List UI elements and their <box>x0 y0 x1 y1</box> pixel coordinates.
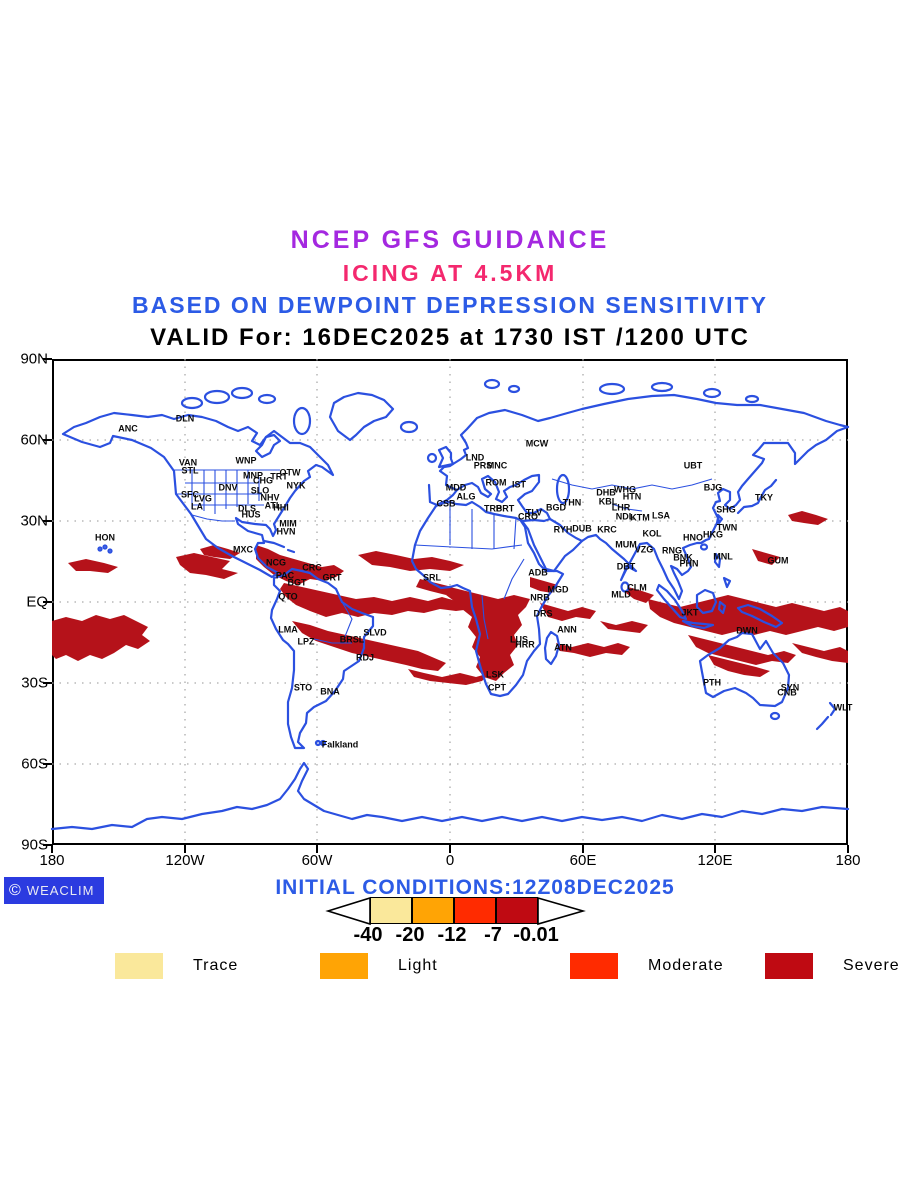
lon-tick-mark <box>847 845 849 853</box>
colorbar-tick-label: -0.01 <box>513 924 559 946</box>
legend-item-light: Light <box>320 953 438 979</box>
lat-tick-mark <box>43 439 52 441</box>
lat-tick-mark <box>43 358 52 360</box>
lat-tick-mark <box>43 682 52 684</box>
lon-tick-label: 120E <box>697 852 733 869</box>
legend-item-moderate: Moderate <box>570 953 724 979</box>
lon-tick-label: 180 <box>835 852 861 869</box>
legend-label: Moderate <box>648 957 724 974</box>
legend-swatch <box>570 953 618 979</box>
lat-tick-label: 60N <box>20 431 48 449</box>
lon-tick-label: 120W <box>165 852 205 869</box>
lat-tick-label: 90S <box>21 836 48 854</box>
icing-regions <box>52 511 848 685</box>
legend-swatch <box>115 953 163 979</box>
colorbar-tick-label: -7 <box>484 924 502 946</box>
lat-tick-mark <box>43 601 52 603</box>
valid-time-title: VALID For: 16DEC2025 at 1730 IST /1200 U… <box>150 324 750 351</box>
legend-item-trace: Trace <box>115 953 238 979</box>
lat-tick-mark <box>43 844 52 846</box>
lat-tick-label: 90N <box>20 350 48 368</box>
lon-tick-label: 180 <box>39 852 65 869</box>
colorbar-tick-label: -20 <box>395 924 425 946</box>
coastlines <box>50 378 850 831</box>
lon-tick-label: 0 <box>445 852 455 869</box>
colorbar-cell-light <box>412 897 454 924</box>
legend-label: Severe <box>843 957 900 974</box>
legend-label: Light <box>398 957 438 974</box>
page-title: NCEP GFS GUIDANCE <box>290 226 610 254</box>
colorbar-tick-label: -12 <box>437 924 467 946</box>
borders <box>174 469 713 644</box>
lon-tick-mark <box>714 845 716 853</box>
lat-tick-mark <box>43 763 52 765</box>
colorbar-tick-label: -40 <box>353 924 383 946</box>
lat-tick-mark <box>43 520 52 522</box>
lat-tick-label: 60S <box>21 755 48 773</box>
lon-tick-label: 60E <box>569 852 597 869</box>
weaclim-logo: © WEACLIM <box>4 877 104 904</box>
colorbar-cell-severe <box>496 897 538 924</box>
legend-swatch <box>320 953 368 979</box>
lon-tick-mark <box>316 845 318 853</box>
colorbar-cell-moderate <box>454 897 496 924</box>
field-title: ICING AT 4.5KM <box>342 260 558 286</box>
lon-tick-mark <box>449 845 451 853</box>
lon-tick-mark <box>184 845 186 853</box>
lat-tick-label: 30N <box>20 512 48 530</box>
initial-conditions-text: INITIAL CONDITIONS:12Z08DEC2025 <box>275 876 675 899</box>
legend-swatch <box>765 953 813 979</box>
lon-tick-label: 60W <box>301 852 333 869</box>
copyright-icon: © <box>9 881 21 899</box>
legend-label: Trace <box>193 957 239 974</box>
logo-text: WEACLIM <box>26 883 95 898</box>
lat-tick-label: EQ <box>26 593 48 611</box>
method-title: BASED ON DEWPOINT DEPRESSION SENSITIVITY <box>132 292 768 318</box>
legend-item-severe: Severe <box>765 953 900 979</box>
lon-tick-mark <box>51 845 53 853</box>
lat-tick-label: 30S <box>21 674 48 692</box>
lon-tick-mark <box>582 845 584 853</box>
colorbar-cell-trace <box>370 897 412 924</box>
